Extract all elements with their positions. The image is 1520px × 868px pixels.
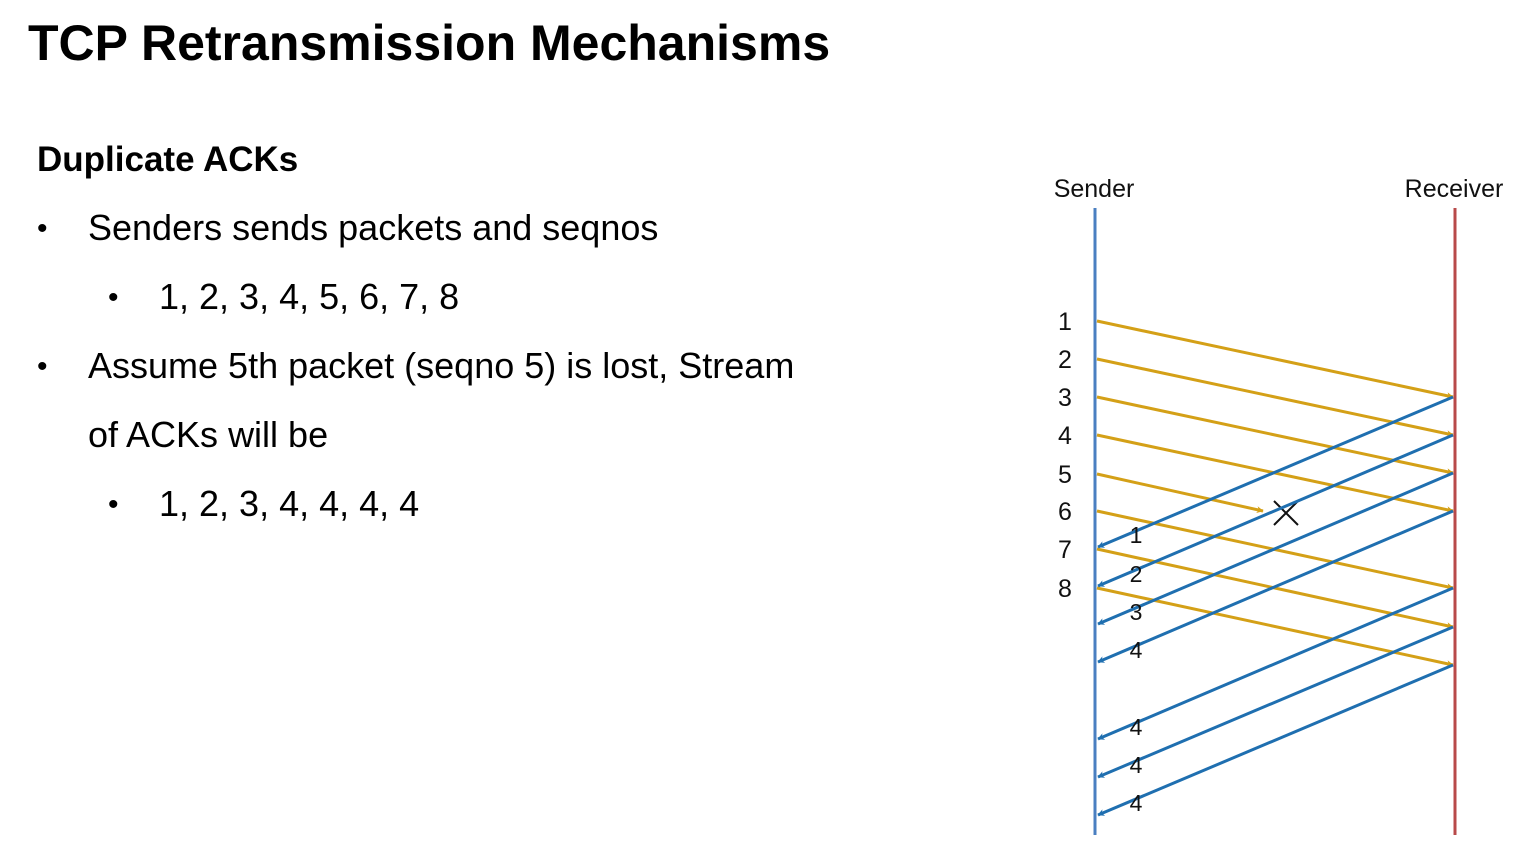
sequence-labels: 1 2 3 4 5 6 7 8 1 2 3 4 4 4 4: [1058, 308, 1143, 816]
ack-arrow: [1097, 433, 1454, 588]
packet-arrow: [1096, 319, 1454, 400]
bullet-text-continuation: of ACKs will be: [88, 414, 329, 455]
packet-arrow: [1096, 472, 1264, 514]
ack-arrow: [1097, 663, 1454, 817]
ack-label: 4: [1130, 714, 1143, 740]
seq-label: 4: [1058, 422, 1072, 450]
ack-label: 4: [1130, 752, 1143, 778]
sub-bullet-text: 1, 2, 3, 4, 4, 4, 4: [159, 483, 420, 524]
bullet-marker: •: [37, 212, 48, 245]
ack-arrow: [1097, 586, 1454, 741]
seq-label: 7: [1058, 536, 1072, 564]
seq-label: 6: [1058, 498, 1072, 526]
ack-label: 2: [1130, 561, 1143, 587]
seq-label: 1: [1058, 308, 1072, 336]
ack-label: 3: [1130, 599, 1143, 625]
slide-title: TCP Retransmission Mechanisms: [28, 15, 831, 71]
bullet-text: Assume 5th packet (seqno 5) is lost, Str…: [88, 345, 795, 386]
ack-arrows: [1097, 395, 1454, 817]
sub-bullet-text: 1, 2, 3, 4, 5, 6, 7, 8: [159, 276, 460, 317]
seq-label: 5: [1058, 461, 1072, 489]
seq-label: 3: [1058, 384, 1072, 412]
seq-label: 8: [1058, 575, 1072, 603]
seq-label: 2: [1058, 346, 1072, 374]
receiver-label: Receiver: [1405, 175, 1504, 203]
ack-arrow: [1097, 509, 1454, 664]
sub-bullet-marker: •: [108, 281, 119, 314]
sub-bullet-marker: •: [108, 488, 119, 521]
sender-label: Sender: [1054, 175, 1135, 203]
ack-arrow: [1097, 471, 1454, 626]
bullet-marker: •: [37, 350, 48, 383]
ack-label: 4: [1130, 790, 1143, 816]
ack-arrow: [1097, 625, 1454, 779]
bullet-text: Senders sends packets and seqnos: [88, 207, 659, 248]
packet-arrow: [1096, 357, 1454, 438]
packet-arrow: [1096, 586, 1454, 668]
packet-arrow: [1096, 395, 1454, 476]
section-heading: Duplicate ACKs: [37, 140, 299, 179]
packet-arrows: [1096, 319, 1454, 668]
ack-label: 1: [1130, 522, 1143, 548]
ack-label: 4: [1130, 637, 1143, 663]
ack-arrow: [1097, 395, 1454, 549]
lost-marker-stroke: [1273, 500, 1299, 526]
